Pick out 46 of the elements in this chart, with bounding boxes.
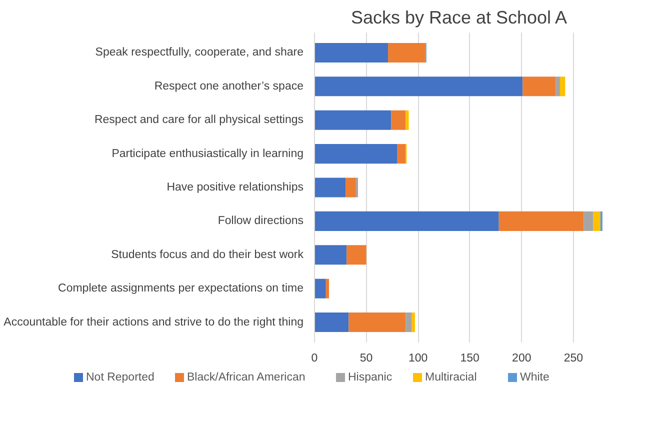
bar [348, 312, 406, 332]
bar [346, 178, 356, 198]
y-tick-label: Respect one another’s space [154, 80, 304, 92]
bar [314, 144, 398, 164]
legend-label: Not Reported [86, 372, 154, 384]
chart-title: Sacks by Race at School A [350, 8, 568, 28]
y-tick-label: Complete assignments per expectations on time [58, 282, 304, 295]
x-tick-label: 200 [512, 352, 532, 364]
bar [391, 110, 406, 130]
x-tick-label: 150 [460, 352, 480, 364]
bar [314, 76, 523, 96]
x-tick-label: 0 [311, 352, 318, 364]
bar [314, 312, 349, 332]
x-tick-label: 50 [360, 352, 373, 364]
bar [314, 211, 499, 231]
y-tick-label: Accountable for their actions and strive to do the right thing [4, 316, 304, 328]
bar [593, 211, 600, 231]
bar [314, 245, 347, 265]
bar [556, 76, 560, 96]
bar [314, 178, 346, 198]
legend-label: White [520, 372, 550, 384]
bar [397, 144, 406, 164]
bar [406, 312, 412, 332]
bar [314, 42, 388, 62]
x-tick-label: 100 [408, 352, 428, 364]
bar [314, 110, 392, 130]
x-tick-label: 250 [564, 352, 584, 364]
y-tick-label: Follow directions [218, 215, 304, 228]
bar [412, 312, 415, 332]
bar [406, 110, 409, 130]
bar [498, 211, 584, 231]
y-tick-label: Have positive relationships [166, 182, 304, 194]
y-tick-label: Respect and care for all physical settings [94, 114, 304, 126]
legend-label: Hispanic [348, 372, 392, 384]
bar [346, 245, 366, 265]
y-tick-label: Speak respectfully, cooperate, and share [95, 46, 304, 59]
y-tick-label: Participate enthusiastically in learning [112, 148, 304, 160]
legend-label: Multiracial [425, 372, 477, 384]
bar [560, 76, 566, 96]
bar [314, 278, 326, 298]
bar [522, 76, 556, 96]
legend-label: Black/African American [187, 372, 306, 384]
bar [584, 211, 594, 231]
bar [326, 278, 329, 298]
bar [388, 42, 426, 62]
y-tick-label: Students focus and do their best work [111, 248, 304, 261]
